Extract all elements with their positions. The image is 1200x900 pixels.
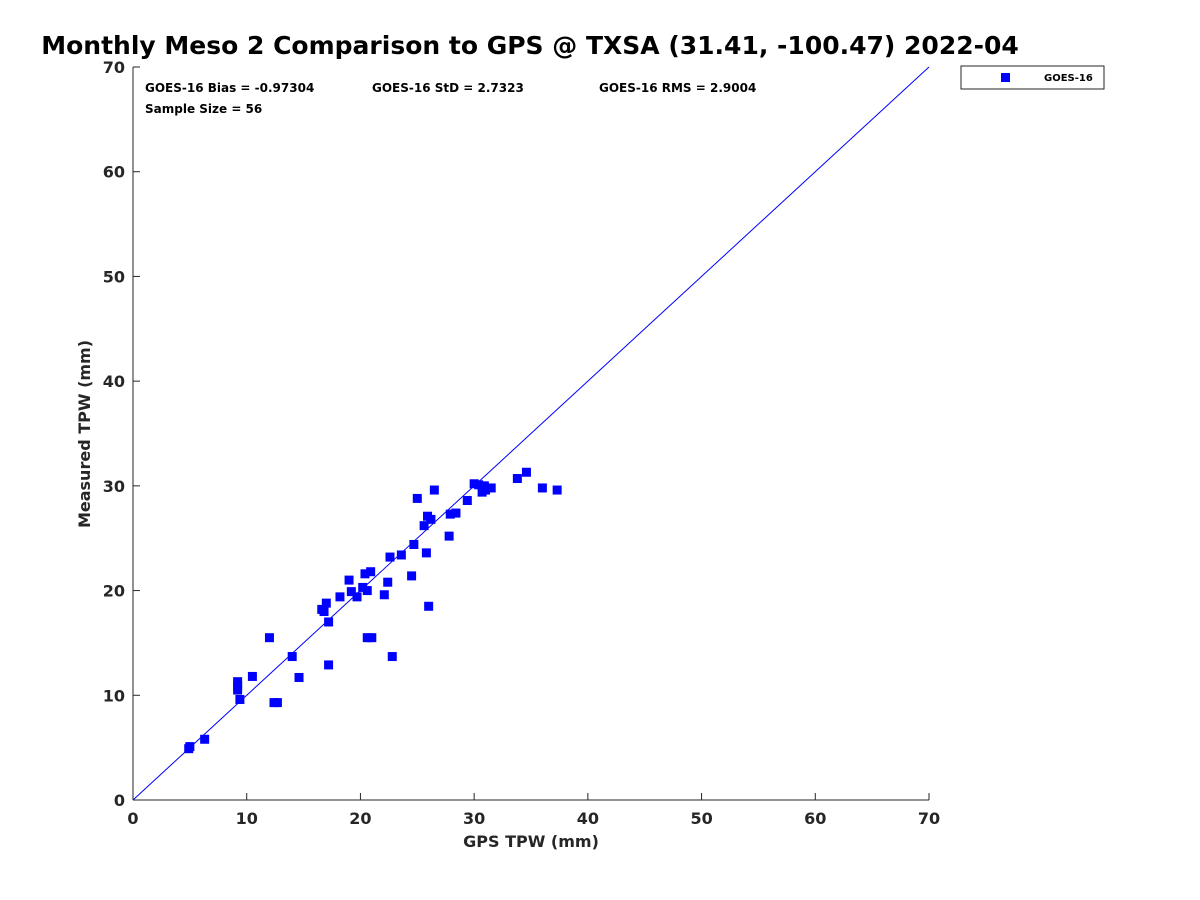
y-axis-ticks: 0 10 20 30 40 50 60 70: [103, 58, 140, 810]
x-axis-ticks: 0 10 20 30 40 50 60 70: [127, 793, 940, 828]
data-point: [387, 652, 397, 662]
data-point: [445, 509, 455, 519]
std-annotation: GOES-16 StD = 2.7323: [372, 81, 524, 95]
legend-marker-goes16: [1001, 73, 1010, 82]
data-point: [360, 569, 370, 579]
data-point: [200, 734, 210, 744]
data-point: [426, 514, 436, 524]
data-point: [537, 483, 547, 493]
data-point: [235, 694, 245, 704]
data-point: [385, 552, 395, 562]
data-point: [383, 577, 393, 587]
y-tick-label: 30: [103, 477, 125, 496]
data-point: [335, 592, 345, 602]
chart-title: Monthly Meso 2 Comparison to GPS @ TXSA …: [41, 31, 1019, 60]
data-point: [379, 590, 389, 600]
y-tick-label: 50: [103, 267, 125, 286]
x-tick-label: 70: [918, 809, 940, 828]
data-point: [409, 539, 419, 549]
x-tick-label: 0: [127, 809, 138, 828]
data-point: [396, 550, 406, 560]
legend: GOES-16: [960, 65, 1105, 90]
data-point: [247, 671, 257, 681]
data-point: [512, 474, 522, 484]
data-point: [412, 493, 422, 503]
data-point: [324, 660, 334, 670]
data-point: [444, 531, 454, 541]
data-point: [429, 485, 439, 495]
data-point: [367, 633, 377, 643]
data-point: [346, 587, 356, 597]
data-point: [344, 575, 354, 585]
data-point: [287, 652, 297, 662]
data-point: [358, 582, 368, 592]
x-tick-label: 50: [690, 809, 712, 828]
data-point: [319, 607, 329, 617]
x-tick-label: 30: [463, 809, 485, 828]
data-point: [419, 521, 429, 531]
data-point: [486, 483, 496, 493]
data-point: [362, 633, 372, 643]
y-tick-label: 70: [103, 58, 125, 77]
data-point: [462, 496, 472, 506]
bias-annotation: GOES-16 Bias = -0.97304: [145, 81, 314, 95]
y-tick-label: 40: [103, 372, 125, 391]
data-point: [272, 698, 282, 708]
rms-annotation: GOES-16 RMS = 2.9004: [599, 81, 756, 95]
data-point: [264, 633, 274, 643]
y-tick-label: 10: [103, 686, 125, 705]
x-tick-label: 20: [349, 809, 371, 828]
data-point: [366, 567, 376, 577]
sample-size-annotation: Sample Size = 56: [145, 102, 262, 116]
data-point: [294, 672, 304, 682]
data-points: [184, 467, 562, 754]
data-point: [362, 586, 372, 596]
data-point: [321, 598, 331, 608]
x-axis-label: GPS TPW (mm): [463, 832, 599, 851]
data-point: [407, 571, 417, 581]
data-point: [481, 485, 491, 495]
data-point: [469, 479, 479, 489]
x-tick-label: 60: [804, 809, 826, 828]
y-tick-label: 20: [103, 582, 125, 601]
data-point: [474, 480, 484, 490]
data-point: [185, 742, 195, 752]
data-point: [451, 508, 461, 518]
y-tick-label: 0: [114, 791, 125, 810]
x-tick-label: 40: [577, 809, 599, 828]
y-axis-label: Measured TPW (mm): [75, 340, 94, 528]
data-point: [552, 485, 562, 495]
data-point: [324, 617, 334, 627]
identity-line: [132, 66, 930, 801]
legend-box: [960, 65, 1105, 90]
data-point: [233, 685, 243, 695]
data-point: [424, 601, 434, 611]
data-point: [421, 548, 431, 558]
legend-label-goes16: GOES-16: [1044, 73, 1093, 84]
x-tick-label: 10: [236, 809, 258, 828]
data-point: [521, 467, 531, 477]
y-tick-label: 60: [103, 163, 125, 182]
data-point: [352, 592, 362, 602]
